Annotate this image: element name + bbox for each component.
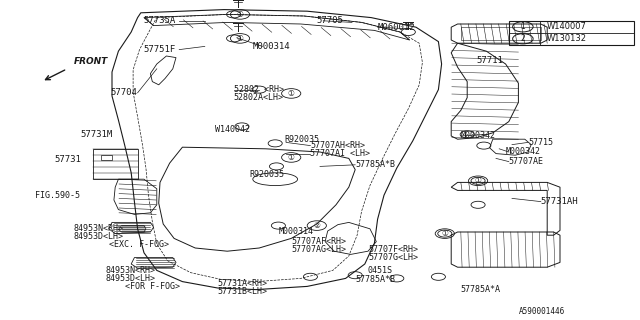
Text: R920035: R920035 bbox=[250, 170, 285, 179]
Text: 84953D<LH>: 84953D<LH> bbox=[106, 274, 156, 283]
Text: 84953N<RH>: 84953N<RH> bbox=[106, 266, 156, 275]
Text: 57707AI <LH>: 57707AI <LH> bbox=[310, 149, 371, 158]
Text: 52802A<LH>: 52802A<LH> bbox=[234, 93, 284, 102]
Text: ②: ② bbox=[314, 221, 320, 230]
Text: 57731B<LH>: 57731B<LH> bbox=[218, 287, 268, 296]
Text: 57707AG<LH>: 57707AG<LH> bbox=[291, 245, 346, 254]
Text: M000342: M000342 bbox=[461, 132, 496, 140]
Text: 84953D<LH>: 84953D<LH> bbox=[74, 232, 124, 241]
Text: 57735A: 57735A bbox=[144, 16, 176, 25]
Text: <FOR F-FOG>: <FOR F-FOG> bbox=[125, 282, 180, 291]
Text: M000314: M000314 bbox=[278, 228, 314, 236]
Text: ①: ① bbox=[237, 34, 243, 43]
Text: 1: 1 bbox=[520, 22, 525, 31]
Text: 57707AH<RH>: 57707AH<RH> bbox=[310, 141, 365, 150]
Text: ①: ① bbox=[442, 229, 448, 238]
Text: 57715: 57715 bbox=[528, 138, 553, 147]
Text: 57707AE: 57707AE bbox=[509, 157, 544, 166]
Text: 57785A*A: 57785A*A bbox=[461, 285, 500, 294]
Text: ①: ① bbox=[288, 153, 294, 162]
Text: FIG.590-5: FIG.590-5 bbox=[35, 191, 80, 200]
Text: 57785A*B: 57785A*B bbox=[355, 276, 396, 284]
Text: 57731: 57731 bbox=[54, 156, 81, 164]
Text: M060012: M060012 bbox=[378, 23, 415, 32]
Text: 57707F<RH>: 57707F<RH> bbox=[368, 245, 418, 254]
Text: 57731AH: 57731AH bbox=[541, 197, 579, 206]
Text: 57707AF<RH>: 57707AF<RH> bbox=[291, 237, 346, 246]
Text: 52802 <RH>: 52802 <RH> bbox=[234, 85, 284, 94]
Text: M000342: M000342 bbox=[506, 148, 541, 156]
Text: ①: ① bbox=[475, 176, 481, 185]
Text: 57731M: 57731M bbox=[80, 130, 112, 139]
Text: FRONT: FRONT bbox=[74, 57, 108, 66]
Text: 57705: 57705 bbox=[317, 16, 344, 25]
Text: 57704: 57704 bbox=[111, 88, 138, 97]
Text: R920035: R920035 bbox=[285, 135, 320, 144]
Text: M000314: M000314 bbox=[253, 42, 291, 51]
Text: 84953N<RH>: 84953N<RH> bbox=[74, 224, 124, 233]
Text: 57731A<RH>: 57731A<RH> bbox=[218, 279, 268, 288]
Text: <EXC. F-FOG>: <EXC. F-FOG> bbox=[109, 240, 169, 249]
Text: W140042: W140042 bbox=[214, 125, 250, 134]
Text: 57707G<LH>: 57707G<LH> bbox=[368, 253, 418, 262]
Text: ①: ① bbox=[237, 10, 243, 19]
Text: 57785A*B: 57785A*B bbox=[355, 160, 396, 169]
Text: A590001446: A590001446 bbox=[518, 308, 564, 316]
Text: 2: 2 bbox=[520, 34, 525, 43]
Text: 57711: 57711 bbox=[477, 56, 504, 65]
Text: ①: ① bbox=[288, 89, 294, 98]
Text: W130132: W130132 bbox=[547, 34, 588, 43]
Text: 0451S: 0451S bbox=[368, 266, 393, 275]
Text: W140007: W140007 bbox=[547, 22, 587, 31]
Text: 57751F: 57751F bbox=[144, 45, 176, 54]
